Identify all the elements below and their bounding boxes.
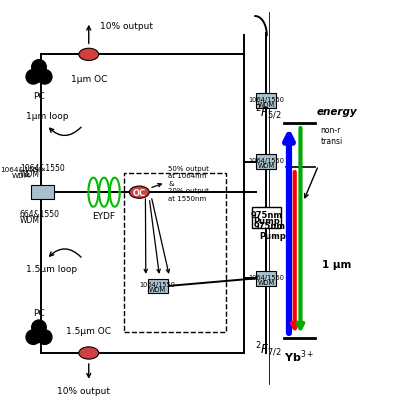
Text: 10% output: 10% output bbox=[100, 22, 153, 31]
Text: 1064/1550: 1064/1550 bbox=[248, 96, 284, 102]
Text: 1 μm: 1 μm bbox=[321, 259, 350, 269]
Text: EYDF: EYDF bbox=[92, 211, 115, 220]
Text: WDM: WDM bbox=[20, 170, 40, 179]
Ellipse shape bbox=[129, 187, 149, 199]
Text: energy: energy bbox=[316, 107, 356, 116]
Bar bbox=[256, 271, 276, 286]
Text: 664&1550: 664&1550 bbox=[20, 209, 60, 218]
Text: Yb$^{3+}$: Yb$^{3+}$ bbox=[284, 347, 314, 364]
Text: 1064/1550: 1064/1550 bbox=[248, 274, 284, 280]
Text: PC: PC bbox=[33, 92, 45, 100]
Text: 1μm OC: 1μm OC bbox=[70, 74, 107, 83]
Text: 50% output
at 1064nm
&
20% output
at 1550nm: 50% output at 1064nm & 20% output at 155… bbox=[168, 165, 209, 201]
Text: 1μm loop: 1μm loop bbox=[26, 112, 68, 121]
Circle shape bbox=[26, 330, 40, 345]
Text: $^2F_{5/2}$: $^2F_{5/2}$ bbox=[255, 104, 281, 122]
Circle shape bbox=[32, 320, 46, 335]
Text: 1064/1550: 1064/1550 bbox=[248, 158, 284, 164]
Text: 1064/1550: 1064/1550 bbox=[139, 282, 175, 288]
Circle shape bbox=[32, 60, 46, 75]
Text: WDM: WDM bbox=[257, 102, 274, 107]
Text: $^2F_{7/2}$: $^2F_{7/2}$ bbox=[255, 340, 281, 358]
Circle shape bbox=[37, 70, 52, 85]
Text: 975nm
Pump: 975nm Pump bbox=[253, 221, 285, 241]
Bar bbox=[31, 185, 54, 200]
Text: WDM: WDM bbox=[12, 173, 31, 179]
Circle shape bbox=[37, 330, 52, 345]
Text: 975nm: 975nm bbox=[250, 210, 282, 219]
Text: WDM: WDM bbox=[149, 287, 166, 293]
Bar bbox=[124, 174, 225, 332]
Text: non-r
transi: non-r transi bbox=[320, 126, 342, 145]
Text: PC: PC bbox=[33, 308, 45, 317]
Text: 1.5μm loop: 1.5μm loop bbox=[26, 264, 77, 274]
Text: WDM: WDM bbox=[257, 279, 274, 285]
Text: WDM: WDM bbox=[257, 162, 274, 168]
Text: WDM: WDM bbox=[20, 216, 40, 225]
Text: OC: OC bbox=[132, 188, 145, 197]
Ellipse shape bbox=[79, 49, 98, 61]
Text: Pump: Pump bbox=[252, 217, 279, 226]
Ellipse shape bbox=[79, 347, 98, 359]
Text: 1.5μm OC: 1.5μm OC bbox=[66, 326, 111, 335]
Bar bbox=[256, 94, 276, 108]
Bar bbox=[147, 279, 167, 294]
Text: 1064&1550: 1064&1550 bbox=[20, 163, 64, 173]
Text: 1064&1550: 1064&1550 bbox=[0, 167, 43, 173]
Bar bbox=[252, 207, 280, 228]
Text: 10% output: 10% output bbox=[56, 386, 109, 394]
Circle shape bbox=[26, 70, 40, 85]
Bar bbox=[256, 155, 276, 169]
